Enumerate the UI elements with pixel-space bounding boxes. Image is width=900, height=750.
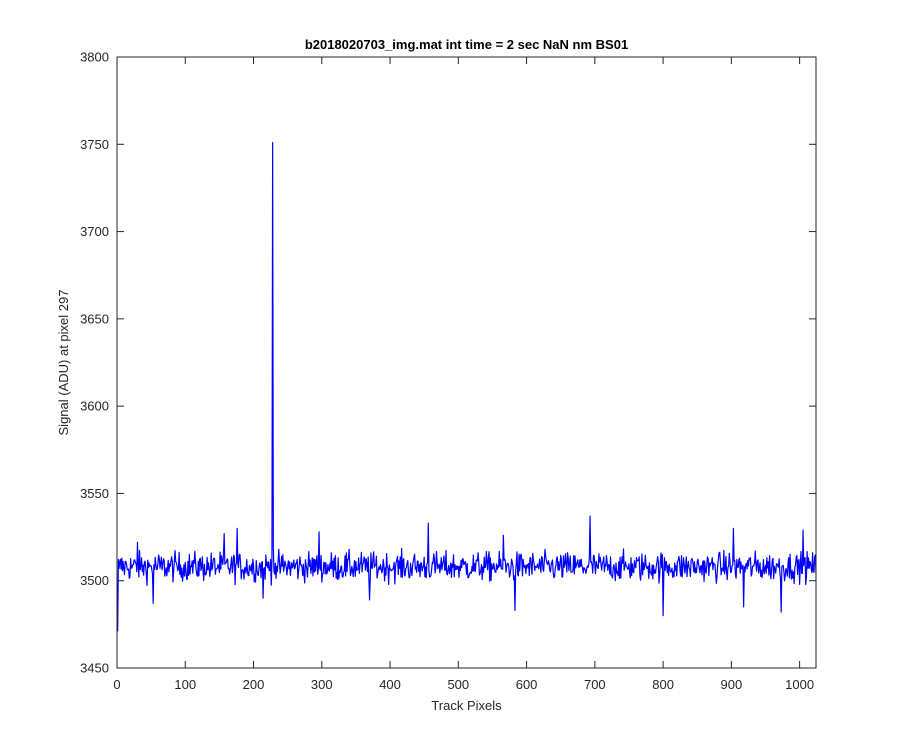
y-tick-label: 3800 xyxy=(80,50,109,65)
x-tick-label: 100 xyxy=(174,677,196,692)
plot-area xyxy=(117,57,816,668)
y-tick-label: 3500 xyxy=(80,573,109,588)
axes-box xyxy=(116,56,817,669)
x-tick-label: 0 xyxy=(113,677,120,692)
y-axis-label: Signal (ADU) at pixel 297 xyxy=(56,290,71,436)
y-axis-ticks: 3450 3500 3550 3600 3650 3700 3750 3800 xyxy=(80,50,816,676)
x-tick-label: 300 xyxy=(311,677,333,692)
x-axis-label: Track Pixels xyxy=(431,698,502,713)
x-tick-label: 400 xyxy=(379,677,401,692)
y-tick-label: 3700 xyxy=(80,224,109,239)
y-tick-label: 3650 xyxy=(80,311,109,326)
x-tick-label: 900 xyxy=(721,677,743,692)
x-tick-label: 200 xyxy=(243,677,265,692)
x-tick-label: 600 xyxy=(516,677,538,692)
y-tick-label: 3450 xyxy=(80,661,109,676)
x-axis-ticks: 0 100 200 300 400 500 600 700 800 900 1000 xyxy=(113,57,814,692)
x-tick-label: 700 xyxy=(584,677,606,692)
y-tick-label: 3550 xyxy=(80,486,109,501)
x-tick-label: 1000 xyxy=(785,677,814,692)
x-tick-label: 500 xyxy=(447,677,469,692)
x-tick-label: 800 xyxy=(652,677,674,692)
signal-line xyxy=(117,141,817,632)
y-tick-label: 3750 xyxy=(80,137,109,152)
y-tick-label: 3600 xyxy=(80,399,109,414)
series-group xyxy=(117,141,817,632)
chart-title: b2018020703_img.mat int time = 2 sec NaN… xyxy=(305,37,628,52)
